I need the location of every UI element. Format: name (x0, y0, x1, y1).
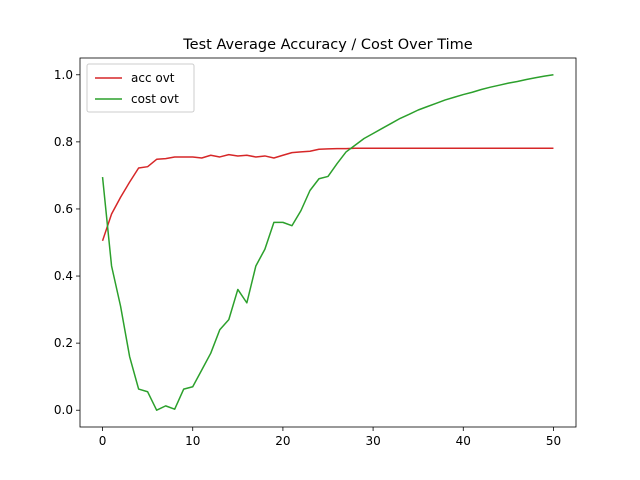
legend-label-acc-ovt: acc ovt (131, 71, 175, 85)
x-tick-label: 10 (185, 434, 200, 448)
legend-label-cost-ovt: cost ovt (131, 92, 179, 106)
series-layer (101, 74, 554, 411)
y-tick-label: 0.8 (54, 135, 73, 149)
series-line-cost-ovt (101, 74, 554, 411)
y-tick-label: 0.6 (54, 202, 73, 216)
y-tick-label: 0.0 (54, 403, 73, 417)
x-axis: 0 10 20 30 40 50 (99, 427, 561, 448)
series-line-acc-ovt (101, 147, 554, 242)
y-tick-label: 0.2 (54, 336, 73, 350)
x-tick-label: 0 (99, 434, 107, 448)
x-tick-label: 40 (456, 434, 471, 448)
legend-box (86, 63, 195, 113)
x-tick-label: 30 (365, 434, 380, 448)
legend: acc ovt cost ovt (86, 63, 195, 113)
x-tick-label: 50 (546, 434, 561, 448)
plot-area (80, 58, 576, 427)
x-tick-label: 20 (275, 434, 290, 448)
y-axis: 0.0 0.2 0.4 0.6 0.8 1.0 (54, 68, 80, 417)
y-tick-label: 0.4 (54, 269, 73, 283)
y-tick-label: 1.0 (54, 68, 73, 82)
plot-frame (79, 57, 577, 428)
chart-title: Test Average Accuracy / Cost Over Time (182, 37, 473, 53)
